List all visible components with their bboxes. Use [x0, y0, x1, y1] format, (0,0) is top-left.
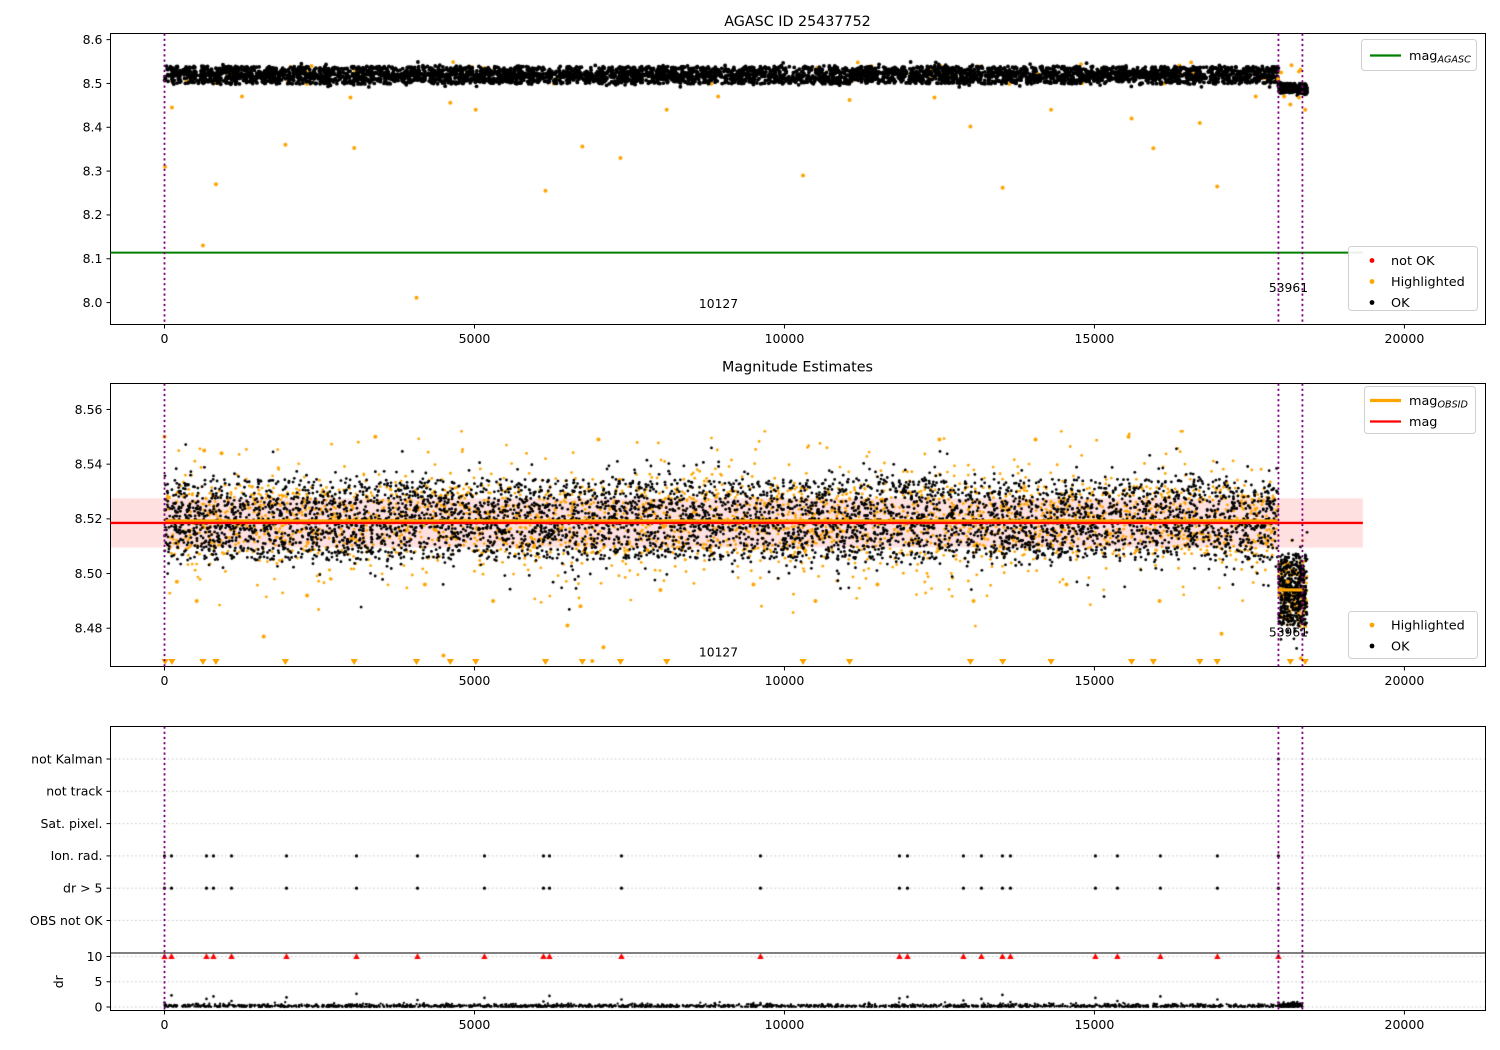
y-tick-label: 8.54	[75, 456, 103, 471]
y-tick-label: 8.5	[83, 76, 103, 91]
clipped-low-triangle	[1286, 659, 1294, 665]
dr-tick-label: 10	[87, 949, 103, 964]
obsid-annotation: 10127	[699, 646, 738, 660]
x-tick-label: 0	[161, 673, 169, 688]
y-tick-label: 8.52	[75, 511, 103, 526]
clipped-low-triangle	[845, 659, 854, 665]
obsid-annotation: 10127	[699, 297, 738, 311]
clipped-low-triangle	[168, 659, 176, 665]
clipped-low-triangle	[999, 659, 1007, 665]
legend-box	[1348, 246, 1478, 311]
clipped-low-triangle	[212, 659, 220, 665]
clipped-low-triangle	[199, 659, 207, 665]
clipped-low-triangle	[966, 659, 975, 665]
clipped-low-triangle	[161, 659, 169, 665]
x-tick-label: 0	[161, 331, 169, 346]
x-tick-label: 15000	[1075, 673, 1115, 688]
y-tick-label: 8.4	[83, 120, 103, 135]
legend-label: OK	[1391, 296, 1410, 311]
clipped-low-triangle	[541, 659, 550, 665]
category-label: not Kalman	[31, 751, 102, 766]
obsid-annotation: 53961	[1269, 626, 1308, 640]
dr-axis-label: dr	[51, 974, 66, 988]
x-tick-label: 10000	[765, 673, 805, 688]
clipped-low-triangle	[799, 659, 807, 665]
legend-box	[1361, 39, 1477, 71]
category-label: OBS not OK	[30, 913, 103, 928]
clipped-low-triangle	[578, 659, 586, 665]
clipped-low-triangle	[1301, 659, 1309, 665]
y-tick-label: 8.0	[83, 295, 103, 310]
clipped-low-triangle	[1128, 659, 1136, 665]
obsid-annotation: 53961	[1269, 281, 1308, 295]
legend-dot-sample	[1369, 258, 1375, 263]
clipped-low-triangle	[412, 659, 421, 665]
x-tick-label: 20000	[1385, 1017, 1425, 1032]
category-label: Ion. rad.	[51, 848, 103, 863]
x-tick-label: 15000	[1075, 1017, 1115, 1032]
clipped-low-triangle	[446, 659, 454, 665]
clipped-low-triangle	[472, 659, 480, 665]
legend-label: magAGASC	[1409, 49, 1471, 66]
generated-plot-elements: 0 5000 10000 15000 20000 0 5000 10000 15000 20000…	[30, 32, 1486, 1032]
y-tick-label: 8.2	[83, 207, 103, 222]
legend-label: magOBSID	[1409, 394, 1468, 411]
x-tick-label: 0	[161, 1017, 169, 1032]
legend-label: Highlighted	[1391, 275, 1465, 290]
legend-dot-sample	[1369, 300, 1375, 305]
clipped-low-triangle	[1213, 659, 1221, 665]
legend-label: Highlighted	[1391, 618, 1465, 633]
legend-label: not OK	[1391, 254, 1435, 269]
x-tick-label: 5000	[459, 673, 491, 688]
legend-dot-sample	[1369, 643, 1375, 649]
top-chart-title: AGASC ID 25437752	[724, 14, 871, 30]
legend-dot-sample	[1369, 622, 1375, 628]
clipped-low-triangle	[350, 659, 358, 665]
y-tick-label: 8.56	[75, 402, 103, 417]
legend-box	[1348, 611, 1478, 659]
clipped-low-triangle	[1149, 659, 1157, 665]
category-label: not track	[46, 784, 103, 799]
x-tick-label: 20000	[1385, 673, 1425, 688]
legend-label: mag	[1409, 415, 1437, 430]
y-tick-label: 8.1	[83, 251, 103, 266]
y-tick-label: 8.50	[75, 566, 103, 581]
legend-label: OK	[1391, 639, 1410, 654]
clipped-low-triangle	[1047, 659, 1055, 665]
axes-frame-0	[110, 33, 1486, 325]
x-tick-label: 10000	[765, 331, 805, 346]
axes-frame-1	[110, 383, 1486, 667]
clipped-low-triangle	[281, 659, 289, 665]
dr-tick-label: 0	[95, 999, 103, 1014]
clipped-low-triangle	[1196, 659, 1204, 665]
x-tick-label: 5000	[459, 1017, 491, 1032]
y-tick-label: 8.6	[83, 32, 103, 47]
axes-frame-2	[110, 726, 1486, 1011]
y-tick-label: 8.3	[83, 163, 103, 178]
dr-tick-label: 5	[95, 974, 103, 989]
x-tick-label: 10000	[765, 1017, 805, 1032]
x-tick-label: 5000	[459, 331, 491, 346]
category-label: dr > 5	[63, 881, 102, 896]
legend-dot-sample	[1369, 279, 1375, 284]
x-tick-label: 20000	[1385, 331, 1425, 346]
clipped-low-triangle	[616, 659, 625, 665]
x-tick-label: 15000	[1075, 331, 1115, 346]
category-label: Sat. pixel.	[41, 816, 103, 831]
y-tick-label: 8.48	[75, 621, 103, 636]
middle-chart-title: Magnitude Estimates	[722, 360, 873, 376]
clipped-low-triangle	[663, 659, 671, 665]
